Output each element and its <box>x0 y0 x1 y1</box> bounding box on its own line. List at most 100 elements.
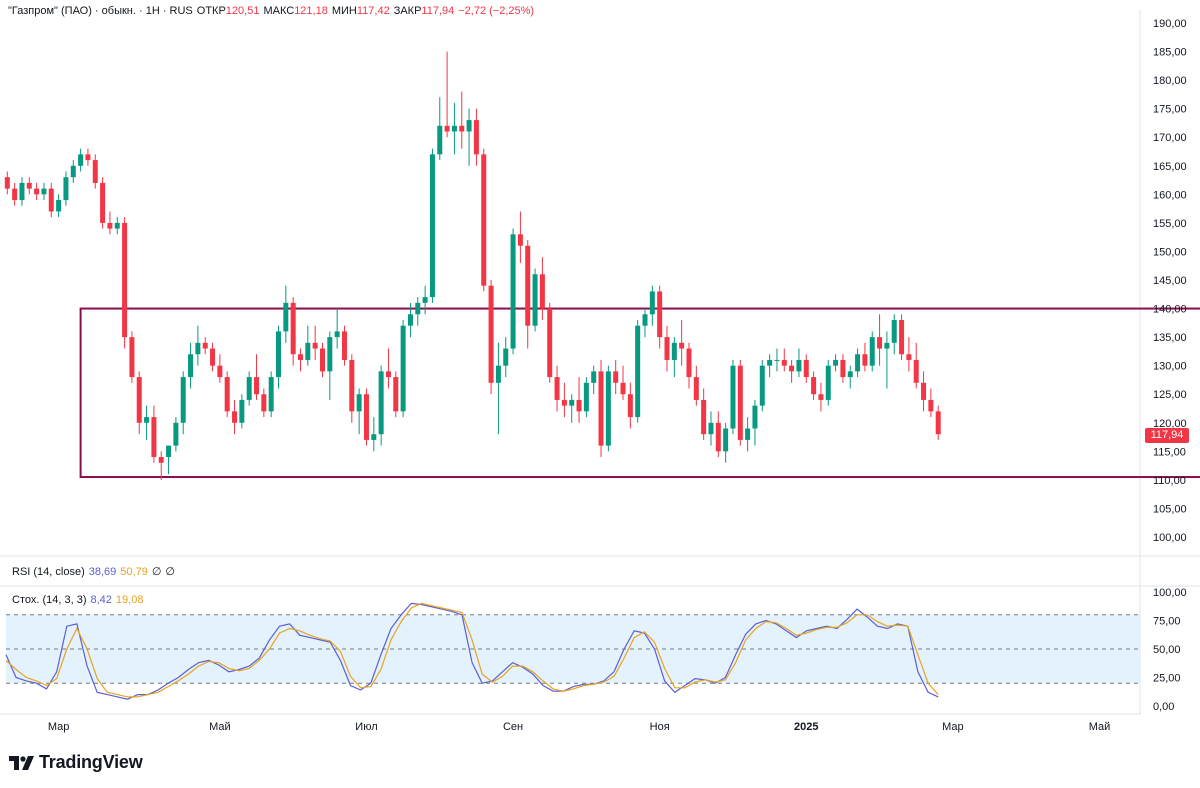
candle <box>818 382 824 412</box>
candle-body <box>891 319 897 343</box>
time-tick-label: 2025 <box>794 721 818 733</box>
candle <box>298 348 303 372</box>
candle <box>715 411 721 458</box>
candle-body <box>855 354 861 372</box>
stochastic-legend[interactable]: Стох. (14, 3, 3) 8,42 19,08 <box>12 594 147 606</box>
change-value: −2,72 (−2,25%) <box>458 5 535 17</box>
candle-body <box>246 377 252 400</box>
candle <box>114 217 120 235</box>
candle-body <box>774 359 780 361</box>
candle-body <box>305 342 311 360</box>
stochastic-line-d <box>5 602 939 698</box>
high-value: 121,18 <box>294 5 328 17</box>
candle <box>393 371 399 418</box>
candle <box>451 102 457 155</box>
candle <box>400 319 406 418</box>
candle-body <box>268 377 274 412</box>
candle-body <box>561 399 567 406</box>
candle <box>78 148 84 172</box>
candle-body <box>899 319 905 355</box>
candle-body <box>686 348 692 378</box>
candle <box>122 217 128 349</box>
candle-body <box>847 371 853 378</box>
candle-body <box>539 274 545 309</box>
candle <box>723 422 729 463</box>
candle <box>620 365 626 400</box>
candle <box>891 314 897 355</box>
candle-body <box>232 411 238 423</box>
candle <box>217 354 223 383</box>
candle-body <box>840 359 846 378</box>
candle <box>708 411 714 446</box>
candle <box>693 365 699 406</box>
candle <box>561 382 567 418</box>
price-tick-label: 145,00 <box>1153 275 1187 287</box>
candle <box>657 285 663 349</box>
candle-body <box>136 377 142 423</box>
candle <box>19 177 25 206</box>
candle-body <box>679 342 685 349</box>
candle <box>385 348 391 389</box>
open-label: ОТКР <box>196 5 226 17</box>
candle <box>671 337 677 378</box>
candle <box>378 365 384 446</box>
candle-body <box>737 365 743 440</box>
candle <box>598 359 604 458</box>
candle <box>877 314 883 366</box>
candle <box>210 342 216 372</box>
candle <box>855 348 861 378</box>
candle-body <box>554 377 560 400</box>
price-tick-label: 185,00 <box>1153 47 1187 59</box>
rsi-empty-2: ∅ <box>165 566 175 578</box>
price-tick-label: 150,00 <box>1153 246 1187 258</box>
stoch-label: Стох. (14, 3, 3) <box>12 594 87 606</box>
candle-body <box>811 377 817 395</box>
candle-body <box>371 434 377 440</box>
candle-body <box>935 411 941 435</box>
candle-body <box>407 314 413 326</box>
time-axis: МарМайИюлСенНоя2025МарМайИюлСенНоя2026Ма… <box>48 721 1110 733</box>
symbol-label[interactable]: "Газпром" (ПАО) · обыкн. · 1Н · RUS <box>8 5 193 17</box>
candle-body <box>4 177 10 189</box>
candle-body <box>195 342 201 355</box>
candle <box>627 382 633 429</box>
candle <box>649 285 655 326</box>
candle-body <box>210 348 216 366</box>
close-label: ЗАКР <box>393 5 422 17</box>
candle <box>635 319 641 423</box>
candle-body <box>913 359 919 383</box>
candle-body <box>239 399 245 423</box>
candle-body <box>598 371 604 446</box>
candle <box>26 177 32 195</box>
candle <box>576 377 582 423</box>
candle-body <box>334 331 340 338</box>
candle <box>767 354 773 378</box>
candle-body <box>928 399 934 412</box>
candle <box>341 325 347 366</box>
candle-body <box>224 377 230 412</box>
candle-body <box>144 417 150 423</box>
stochastic-line-k <box>5 602 939 700</box>
candle <box>583 377 589 418</box>
candle-body <box>503 348 509 366</box>
candle <box>437 97 443 161</box>
candle-body <box>759 365 765 406</box>
candle-body <box>583 382 589 412</box>
candle <box>517 211 523 263</box>
candle-body <box>261 394 267 412</box>
candle-body <box>671 342 677 360</box>
candle <box>906 337 912 372</box>
rsi-legend[interactable]: RSI (14, close) 38,69 50,79 ∅ ∅ <box>12 565 179 578</box>
candle <box>129 331 135 383</box>
candle-body <box>664 337 670 360</box>
stochastic-tick-label: 25,00 <box>1153 673 1181 685</box>
tradingview-logo[interactable]: TradingView <box>9 752 143 773</box>
candle-body <box>298 354 303 360</box>
candle <box>63 171 69 206</box>
candle <box>239 394 245 429</box>
high-label: МАКС <box>263 5 295 17</box>
candle <box>319 342 325 378</box>
candle <box>532 268 538 332</box>
grid <box>0 10 1200 715</box>
